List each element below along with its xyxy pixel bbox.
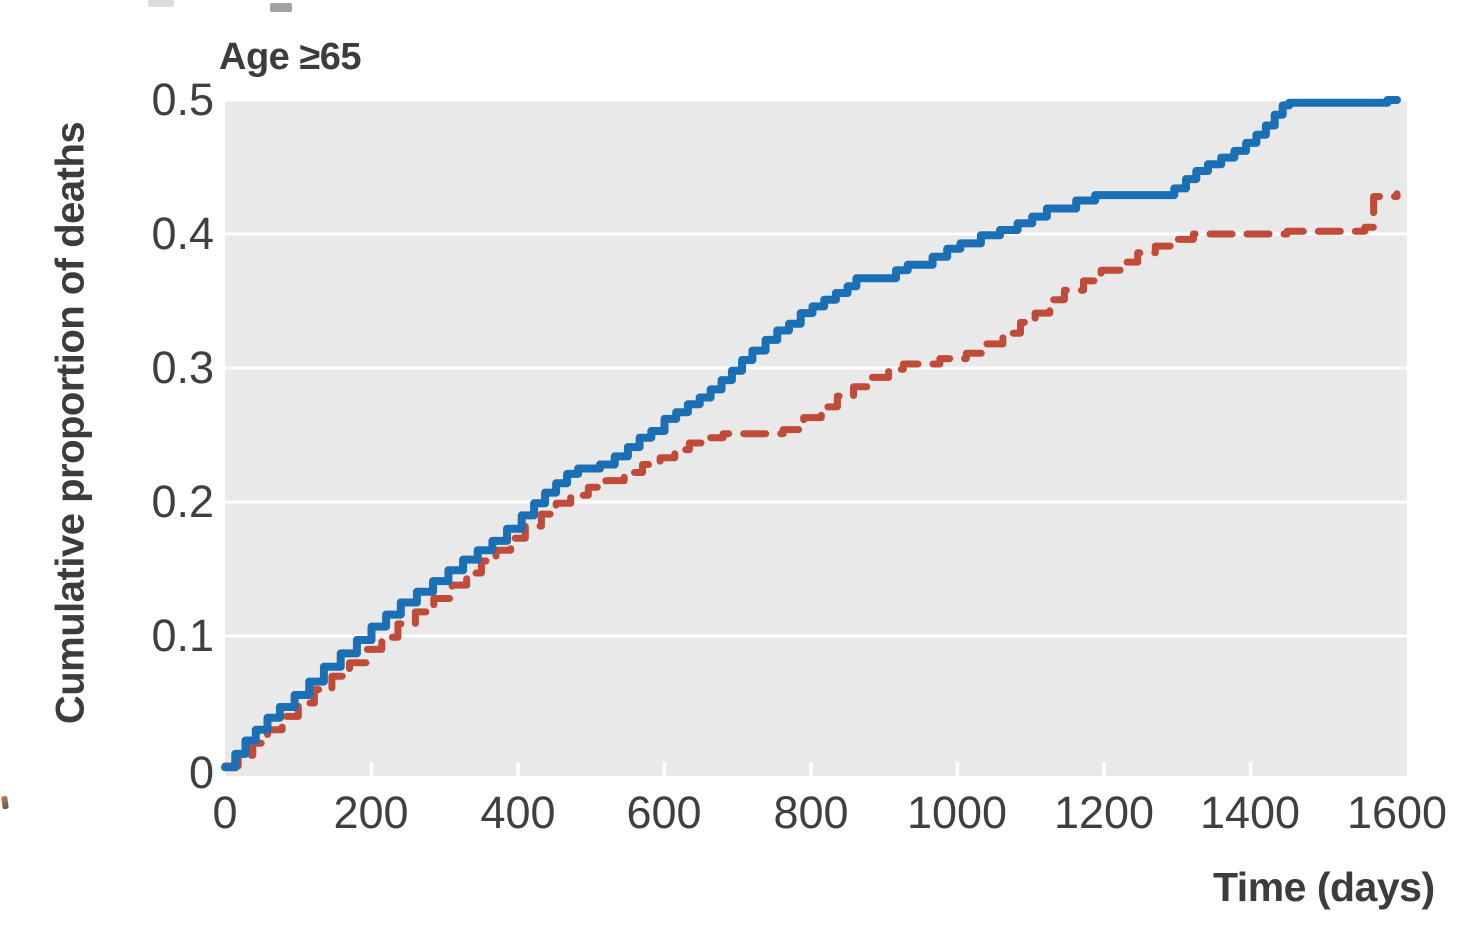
x-tick-label: 1600 [1346,787,1448,838]
x-tick-label: 1400 [1199,787,1301,838]
step-curve-blue-solid [221,96,1401,772]
step-curve-red-dashed [221,190,1401,770]
screen-artifact [270,3,292,12]
screen-artifact [148,0,174,7]
y-tick-label: 0.4 [151,208,214,259]
y-tick-label: 0.3 [151,342,214,393]
x-tick-label: 600 [626,787,702,838]
y-tick-label: 0.5 [151,74,214,125]
y-tick-label: 0.1 [151,610,214,661]
y-tick-label: 0.2 [151,476,214,527]
x-tick-label: 200 [333,787,409,838]
x-tick-label: 1200 [1053,787,1155,838]
x-tick-label: 0 [212,787,238,838]
chart-title: Age ≥65 [219,36,361,78]
x-tick-label: 1000 [906,787,1008,838]
plot-background [225,99,1407,776]
y-tick-label: 0 [188,747,214,798]
x-tick-label: 400 [480,787,556,838]
x-tick-label: 800 [773,787,849,838]
x-axis-title: Time (days) [1213,864,1435,910]
